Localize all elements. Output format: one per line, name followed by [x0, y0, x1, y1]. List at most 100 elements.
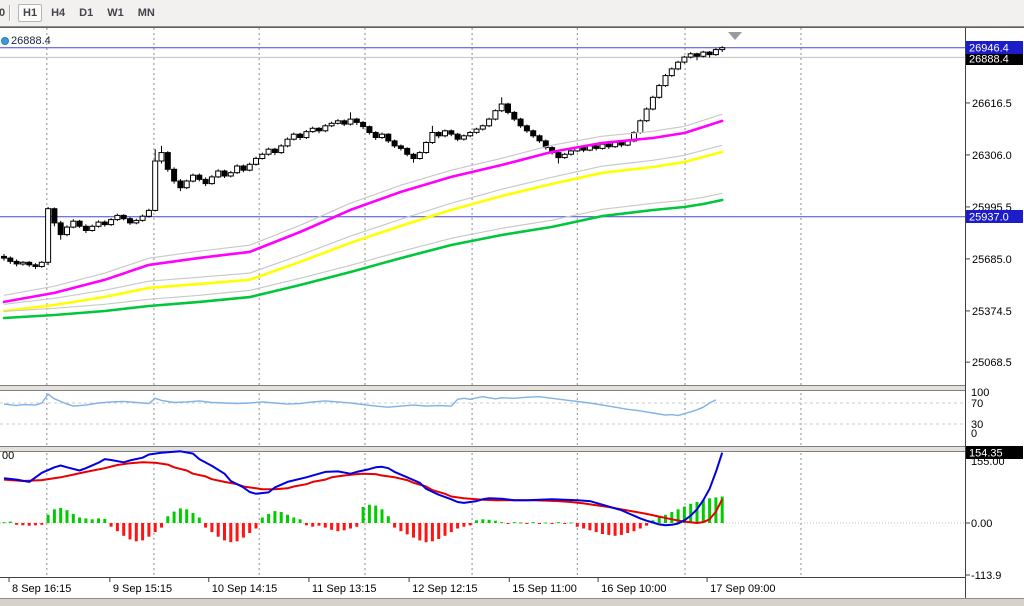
chart-shift-triangle-icon[interactable] — [728, 32, 742, 40]
osc-value-box — [966, 446, 1023, 459]
candle — [208, 176, 215, 185]
histogram-bar — [317, 523, 321, 526]
histogram-bar — [166, 516, 170, 523]
histogram-bar — [708, 498, 712, 523]
rsi-scale-label: 100 — [971, 387, 989, 399]
panel-separator-bar[interactable] — [0, 386, 965, 390]
histogram-bar — [367, 504, 371, 523]
panel-separator-bar[interactable] — [0, 447, 965, 451]
histogram-bar — [544, 522, 548, 524]
price-tick-label: 25068.5 — [972, 357, 1012, 369]
window-bottom-strip — [0, 599, 1024, 606]
histogram-bar — [292, 517, 296, 523]
candle — [668, 68, 675, 77]
rsi-scale-label: 0 — [971, 428, 977, 440]
ma-magenta-line — [2, 119, 724, 304]
candle — [265, 148, 272, 155]
candle — [486, 118, 493, 127]
histogram-bar — [676, 509, 680, 523]
histogram-bar — [437, 523, 441, 539]
candle — [580, 147, 587, 151]
candle — [164, 152, 171, 170]
candle — [561, 153, 568, 159]
histogram-bar — [506, 523, 510, 524]
candle — [133, 219, 140, 224]
candle — [347, 118, 354, 125]
histogram-bar — [512, 522, 516, 524]
candle — [271, 148, 278, 153]
toolbar-clipped-button[interactable]: 0 — [0, 7, 6, 19]
candle — [492, 110, 499, 120]
histogram-bar — [273, 511, 277, 523]
candle — [694, 53, 700, 57]
ma-shadow-line — [3, 192, 723, 312]
histogram-bar — [349, 523, 352, 529]
candle — [511, 111, 518, 120]
histogram-bar — [424, 523, 428, 543]
time-tick-label: 11 Sep 13:15 — [312, 583, 377, 595]
candle — [542, 140, 549, 149]
candle — [706, 51, 713, 56]
candle — [618, 142, 625, 146]
histogram-bar — [122, 523, 126, 536]
histogram-bar — [286, 514, 289, 523]
toolbar-separator — [9, 5, 11, 21]
candle — [13, 260, 20, 265]
bid-price-box-text: 26888.4 — [969, 54, 1009, 66]
candle — [127, 218, 133, 224]
price-tick-label: 26306.0 — [972, 150, 1012, 162]
candle — [227, 172, 234, 177]
histogram-bar — [141, 523, 145, 541]
candle — [284, 138, 291, 147]
histogram-bar — [682, 506, 686, 523]
histogram-bar — [197, 517, 201, 523]
candle — [416, 152, 423, 160]
candle — [712, 49, 719, 56]
candle — [278, 145, 285, 154]
candle — [334, 120, 341, 124]
histogram-bar — [97, 518, 100, 523]
timeframe-button-h4[interactable]: H4 — [51, 7, 66, 19]
histogram-bar — [613, 523, 617, 536]
timeframe-button-w1[interactable]: W1 — [107, 7, 124, 19]
candle — [479, 125, 486, 130]
timeframe-toolbar: 0 H1 H4 D1 W1 MN — [0, 0, 1024, 27]
histogram-bar — [638, 523, 642, 529]
candle — [322, 125, 329, 132]
histogram-bar — [556, 522, 560, 524]
candle — [435, 132, 442, 137]
candle — [95, 221, 102, 227]
candlestick-series — [1, 46, 726, 269]
histogram-bar — [178, 508, 182, 523]
candle — [643, 108, 650, 122]
ma-shadow-line — [3, 144, 723, 305]
histogram-bar — [241, 523, 245, 538]
candle — [593, 145, 600, 149]
candle — [372, 132, 379, 138]
candle — [108, 219, 115, 226]
timeframe-button-d1[interactable]: D1 — [79, 7, 94, 19]
timeframe-button-h1[interactable]: H1 — [18, 4, 43, 22]
candle — [32, 264, 39, 267]
histogram-bar — [147, 523, 151, 537]
histogram-bar — [626, 523, 630, 533]
histogram-bar — [311, 523, 315, 527]
histogram-bar — [323, 523, 327, 528]
candle — [442, 130, 448, 137]
histogram-bar — [216, 523, 220, 537]
histogram-bar — [569, 522, 573, 524]
histogram-bar — [134, 523, 138, 542]
timeframe-button-mn[interactable]: MN — [137, 7, 155, 19]
histogram-bar — [298, 519, 302, 523]
candle — [221, 170, 228, 177]
osc-scale-label: -113.9 — [971, 570, 1001, 582]
histogram-bar — [386, 516, 390, 523]
candle — [202, 178, 209, 185]
ask-price-box-text: 26946.4 — [969, 43, 1009, 55]
candle — [423, 142, 430, 153]
histogram-bar — [443, 523, 447, 536]
candle — [316, 127, 322, 132]
histogram-bar — [475, 520, 478, 523]
ma-shadow-line — [3, 113, 723, 296]
